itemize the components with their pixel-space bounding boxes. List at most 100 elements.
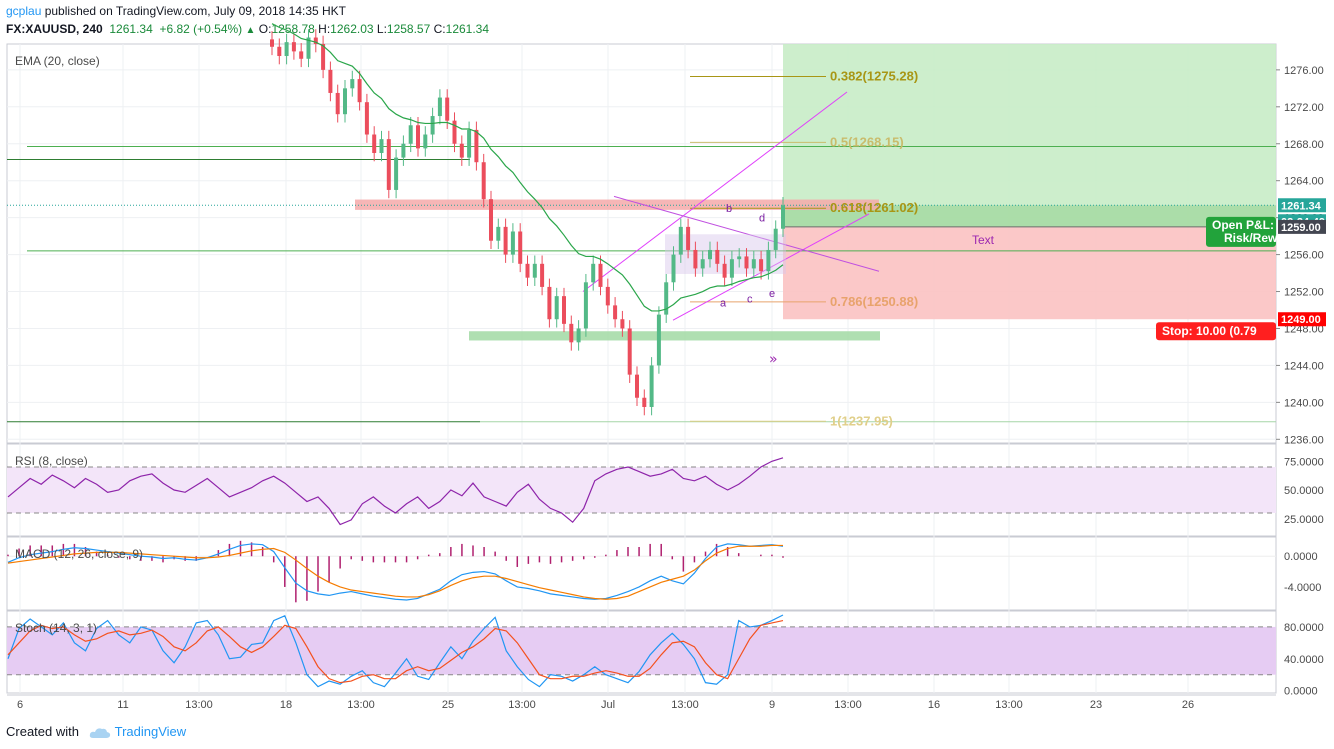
fib-level-label: 0.786(1250.88) xyxy=(830,294,918,309)
candle-body xyxy=(532,263,537,278)
low-value: 1258.57 xyxy=(386,22,431,36)
candle-body xyxy=(357,79,362,103)
candle-body xyxy=(686,226,691,250)
candle-body xyxy=(306,37,311,59)
rsi-tick-label: 75.0000 xyxy=(1284,456,1324,468)
rsi-band xyxy=(7,467,1276,513)
price-tick-label: 1248.00 xyxy=(1284,323,1324,335)
stop-label: Stop: 10.00 (0.79 xyxy=(1162,324,1257,338)
candle-body xyxy=(452,120,457,144)
position-open-profit-zone xyxy=(783,205,1276,227)
support-zone xyxy=(469,331,880,341)
candle-body xyxy=(299,51,304,59)
wave-label-b: b xyxy=(726,203,732,215)
candle-body xyxy=(583,282,588,329)
tradingview-cloud-icon xyxy=(89,727,110,738)
price-tick-label: 1244.00 xyxy=(1284,360,1324,372)
open-pl-label: Open P&L: xyxy=(1212,218,1274,232)
last-price-label: 1261.34 xyxy=(1281,200,1322,212)
candle-body xyxy=(773,228,778,250)
candle-body xyxy=(343,88,347,115)
candle-body xyxy=(445,97,450,121)
candle-body xyxy=(715,249,720,264)
price-tick-label: 1264.00 xyxy=(1284,176,1324,188)
candle-body xyxy=(437,97,442,117)
price-tick-label: 1240.00 xyxy=(1284,397,1324,409)
candle-body xyxy=(678,226,683,255)
wave-label-e: e xyxy=(769,288,775,300)
macd-tick-label: -4.0000 xyxy=(1284,582,1321,594)
channel-lower-line xyxy=(672,213,870,321)
wave-label-c: c xyxy=(747,294,753,306)
candle-body xyxy=(335,92,340,115)
resistance-zone xyxy=(355,199,879,210)
double-chevron-up-icon: » xyxy=(769,352,778,368)
stoch-tick-label: 40.0000 xyxy=(1284,654,1324,666)
candle-body xyxy=(642,397,647,407)
time-tick-label: Jul xyxy=(601,699,615,711)
open-value: 1258.78 xyxy=(271,22,315,36)
tradingview-link[interactable]: TradingView xyxy=(114,724,187,739)
fib-level-label: 0.5(1268.15) xyxy=(830,134,904,149)
candle-body xyxy=(503,226,508,255)
candle-body xyxy=(554,296,559,320)
candle-body xyxy=(744,256,749,269)
candle-body xyxy=(620,319,625,329)
candle-body xyxy=(277,46,282,57)
up-arrow-icon: ▲ xyxy=(245,25,256,36)
price-tick-label: 1236.00 xyxy=(1284,434,1324,446)
macd-line xyxy=(7,543,784,601)
time-tick-label: 9 xyxy=(769,699,775,711)
change-value: +6.82 (+0.54%) xyxy=(159,22,243,36)
position-stop-zone xyxy=(783,226,1276,320)
candle-body xyxy=(408,125,413,144)
close-value: 1261.34 xyxy=(445,22,490,36)
time-tick-label: 13:00 xyxy=(671,699,699,711)
time-tick-label: 13:00 xyxy=(834,699,862,711)
author-link[interactable]: gcplau xyxy=(6,4,42,18)
candle-body xyxy=(729,259,734,278)
stoch-legend: Stoch (14, 3, 1) xyxy=(15,621,97,635)
candle-body xyxy=(540,263,545,287)
candle-body xyxy=(270,39,274,47)
time-tick-label: 25 xyxy=(442,699,454,711)
candle-body xyxy=(350,79,355,89)
candle-body xyxy=(394,157,399,190)
candle-body xyxy=(481,162,486,200)
candle-body xyxy=(467,129,472,158)
risk-reward-label: Risk/Rew xyxy=(1224,231,1278,245)
candle-body xyxy=(386,139,391,190)
candle-body xyxy=(328,69,333,93)
chart-header-published: gcplau published on TradingView.com, Jul… xyxy=(6,4,346,18)
candle-body xyxy=(627,328,632,375)
price-label-0: 1259.00 xyxy=(1281,222,1321,234)
candle-body xyxy=(291,42,296,52)
time-tick-label: 13:00 xyxy=(347,699,375,711)
open-pl-badge xyxy=(1206,216,1276,247)
candle-body xyxy=(518,231,523,264)
rsi-legend: RSI (8, close) xyxy=(15,454,88,468)
time-tick-label: 11 xyxy=(117,699,128,711)
candle-body xyxy=(569,323,574,343)
wave-label-a: a xyxy=(720,297,727,309)
time-tick-label: 26 xyxy=(1182,699,1194,711)
candle-body xyxy=(313,37,318,44)
candle-body xyxy=(510,231,515,255)
stoch-k-line xyxy=(7,614,784,688)
symbol-info-line: FX:XAUUSD, 240 1261.34 +6.82 (+0.54%) ▲ … xyxy=(6,22,490,36)
symbol-label: FX:XAUUSD, 240 xyxy=(6,22,103,36)
candle-body xyxy=(474,129,479,163)
candle-body xyxy=(700,259,705,269)
candle-body xyxy=(671,254,676,283)
candle-body xyxy=(751,259,756,269)
candle-body xyxy=(416,125,420,149)
triangle-upper-line xyxy=(613,195,880,272)
rsi-line xyxy=(7,457,784,526)
price-label-0-bg xyxy=(1278,219,1326,234)
candle-body xyxy=(649,365,654,407)
fib-level-label: 0.382(1275.28) xyxy=(830,69,918,84)
last-price-value: 1261.34 xyxy=(109,22,153,36)
price-tick-label: 1256.00 xyxy=(1284,250,1324,262)
candle-body xyxy=(284,42,289,57)
